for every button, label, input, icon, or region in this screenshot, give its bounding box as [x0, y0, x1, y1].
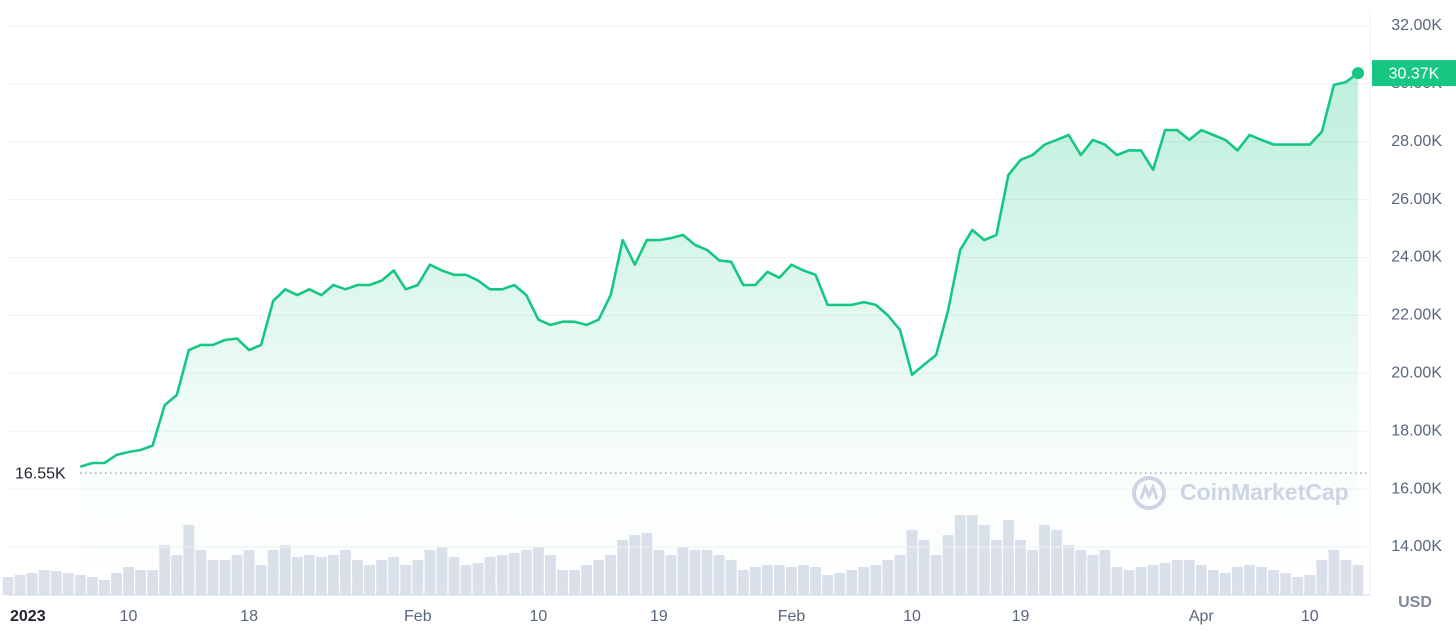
y-tick-label: 32.00K [1391, 17, 1442, 34]
y-tick-label: 16.00K [1391, 480, 1442, 497]
x-tick-label: 10 [1301, 608, 1319, 625]
y-tick-label: 28.00K [1391, 133, 1442, 150]
x-tick-label: 2023 [10, 608, 46, 625]
volume-bar [62, 573, 74, 595]
x-tick-label: 18 [240, 608, 258, 625]
y-tick-label: 22.00K [1391, 307, 1442, 324]
volume-bar [2, 577, 14, 595]
y-tick-label: 26.00K [1391, 191, 1442, 208]
current-price-label: 30.37K [1389, 65, 1440, 82]
x-tick-label: 10 [903, 608, 921, 625]
watermark: CoinMarketCap [1132, 476, 1349, 510]
x-tick-label: Apr [1189, 608, 1215, 625]
volume-bar [26, 573, 38, 595]
x-tick-label: 10 [120, 608, 138, 625]
x-tick-label: 10 [529, 608, 547, 625]
x-tick-label: Feb [778, 608, 806, 625]
current-price-badge [1372, 60, 1456, 87]
watermark-logo [1139, 482, 1159, 500]
watermark-text: CoinMarketCap [1180, 479, 1349, 505]
y-tick-label: 18.00K [1391, 422, 1442, 439]
last-point [1352, 67, 1364, 80]
x-tick-label: 19 [1012, 608, 1030, 625]
y-tick-label: 20.00K [1391, 364, 1442, 381]
y-tick-label: 14.00K [1391, 538, 1442, 555]
x-tick-label: 19 [650, 608, 668, 625]
volume-bar [38, 570, 50, 595]
volume-bar [14, 575, 26, 595]
plot-layer [79, 67, 1370, 596]
y-unit-label: USD [1398, 594, 1432, 611]
price-area [80, 73, 1358, 596]
price-line [79, 72, 1359, 469]
watermark-logo [1132, 476, 1166, 510]
volume-bar [50, 571, 62, 595]
x-tick-label: Feb [404, 608, 432, 625]
baseline-label: 16.55K [15, 465, 66, 482]
y-tick-label: 24.00K [1391, 249, 1442, 266]
